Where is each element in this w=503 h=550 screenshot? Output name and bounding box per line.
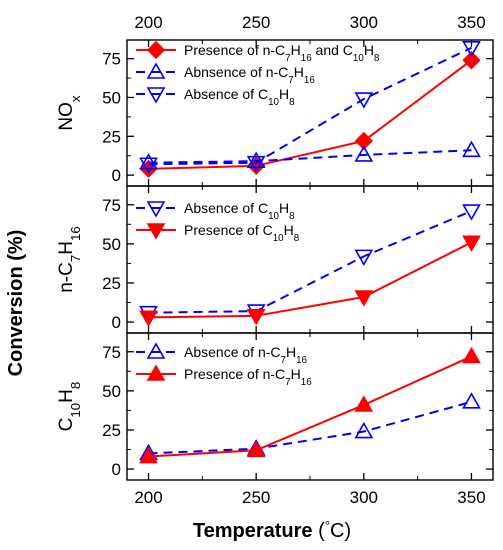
series-line xyxy=(148,355,472,458)
x-tick-label-bottom: 350 xyxy=(457,488,485,507)
x-axis-title: Temperature (°C) xyxy=(193,518,351,543)
data-point-marker xyxy=(354,290,374,307)
data-point-marker xyxy=(146,62,166,79)
legend-entry-NOx-presence-both: Presence of n-C7H16 and C10H8 xyxy=(136,40,380,64)
y-tick-label: 0 xyxy=(112,166,121,185)
y-tick-label: 50 xyxy=(102,382,121,401)
data-point-marker xyxy=(146,364,166,381)
data-point-marker xyxy=(246,308,266,326)
x-tick-label-bottom: 200 xyxy=(134,488,162,507)
y-tick-label: 0 xyxy=(112,460,121,479)
series-line xyxy=(148,400,472,455)
legend-entry-NOx-absence-naphthalene: Absence of C10H8 xyxy=(136,86,295,108)
y-tick-label: 75 xyxy=(102,343,121,362)
data-point-marker xyxy=(354,92,374,109)
legend-label: Abnsence of n-C7H16 xyxy=(184,64,315,86)
data-point-marker xyxy=(139,157,158,174)
data-point-marker xyxy=(354,145,374,162)
data-point-marker xyxy=(146,87,166,104)
data-point-marker xyxy=(139,446,158,464)
y-tick-label: 25 xyxy=(102,421,121,440)
legend-label: Presence of n-C7H16 xyxy=(184,366,312,388)
data-point-marker xyxy=(146,201,166,218)
panel-frame-C10H8 xyxy=(126,332,494,481)
legend-label: Absence of C10H8 xyxy=(184,86,295,108)
data-point-marker xyxy=(462,140,481,158)
data-point-marker xyxy=(462,235,481,252)
x-tick-label-top: 350 xyxy=(457,13,485,32)
series-C10H8-presence-heptane xyxy=(139,346,481,464)
legend-label: Presence of n-C7H16 and C10H8 xyxy=(184,42,380,64)
y-tick-label: 75 xyxy=(102,196,121,215)
data-point-marker xyxy=(354,421,374,439)
data-point-marker xyxy=(462,40,481,58)
legend-entry-C10H8-absence-heptane: Absence of n-C7H16 xyxy=(136,342,308,366)
series-line xyxy=(148,210,472,314)
series-line xyxy=(148,59,473,170)
x-tick-label-bottom: 300 xyxy=(350,488,378,507)
legend-entry-C10H8-presence-heptane: Presence of n-C7H16 xyxy=(136,364,312,388)
x-tick-label-top: 300 xyxy=(350,13,378,32)
legend-entry-n-C7H16-presence-naphthalene: Presence of C10H8 xyxy=(136,222,300,244)
panel-ylabel-n-C7H16: n-C7H16 xyxy=(56,226,83,293)
series-NOx-absence-naphthalene xyxy=(139,40,481,174)
legend-entry-n-C7H16-absence-naphthalene: Absence of C10H8 xyxy=(136,200,295,222)
y-axis-title: Conversion (%) xyxy=(5,230,27,377)
x-tick-label-top: 250 xyxy=(242,13,270,32)
series-n-C7H16-presence-naphthalene xyxy=(139,235,481,327)
axis-ticks: 0 25 50 75 NOx 0 25 50 75 n-C7H16 0 25 50 75 C10H8 200 2… xyxy=(56,13,493,507)
series-line xyxy=(148,241,472,319)
legend-label: Absence of C10H8 xyxy=(184,200,295,222)
data-point-marker xyxy=(462,51,481,70)
axis-labels: Conversion (%) Temperature (°C) xyxy=(5,230,351,542)
x-tick-label-top: 200 xyxy=(134,13,162,32)
y-tick-label: 25 xyxy=(102,127,121,146)
y-tick-label: 25 xyxy=(102,274,121,293)
y-tick-label: 75 xyxy=(102,50,121,69)
y-tick-label: 0 xyxy=(112,313,121,332)
data-point-marker xyxy=(462,392,481,409)
legend-label: Absence of n-C7H16 xyxy=(184,344,308,366)
series-line xyxy=(148,149,472,164)
panel-ylabel-C10H8: C10H8 xyxy=(56,382,83,432)
data-point-marker xyxy=(462,346,481,364)
data-point-marker xyxy=(146,40,166,60)
legend-label: Presence of C10H8 xyxy=(184,222,300,244)
data-point-marker xyxy=(146,342,166,359)
series-line xyxy=(148,46,472,166)
y-tick-label: 50 xyxy=(102,235,121,254)
data-point-marker xyxy=(354,395,374,412)
data-point-marker xyxy=(354,249,374,266)
series-NOx-absence-heptane xyxy=(139,140,481,170)
legend-entry-NOx-absence-heptane: Abnsence of n-C7H16 xyxy=(136,62,315,86)
data-point-marker xyxy=(139,153,158,170)
data-point-marker xyxy=(146,223,166,240)
data-point-marker xyxy=(139,310,158,327)
data-point-marker xyxy=(246,155,266,173)
data-point-marker xyxy=(462,204,481,221)
chart-series xyxy=(139,40,481,464)
x-tick-label-bottom: 250 xyxy=(242,488,270,507)
y-tick-label: 50 xyxy=(102,88,121,107)
data-point-marker xyxy=(354,131,373,151)
panel-ylabel-NOx: NOx xyxy=(56,95,83,131)
data-point-marker xyxy=(246,440,266,458)
